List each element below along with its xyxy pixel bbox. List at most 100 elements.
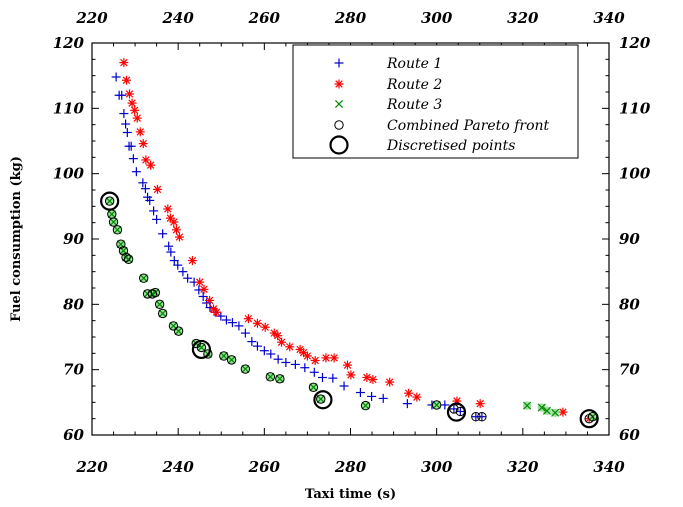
data-point [477, 412, 487, 422]
data-point [169, 256, 179, 266]
data-point [240, 328, 250, 338]
data-point [173, 260, 183, 270]
data-point [163, 204, 173, 214]
data-point [121, 119, 131, 129]
data-point [219, 351, 229, 361]
data-point [174, 232, 184, 242]
data-point [265, 372, 276, 382]
data-point [118, 246, 129, 256]
data-point [138, 139, 148, 149]
legend-marker [334, 120, 344, 130]
data-point [300, 363, 310, 373]
data-point [122, 128, 132, 138]
star-d2 [205, 296, 214, 305]
data-point [277, 337, 287, 347]
data-point [164, 241, 174, 251]
data-point [104, 196, 115, 206]
star-d2 [175, 233, 184, 241]
star-d2 [125, 90, 134, 98]
legend-label: Route 1 [386, 56, 442, 72]
star-d2 [164, 205, 172, 213]
data-point [477, 412, 487, 422]
y-tick-label-right: 110 [619, 99, 651, 117]
data-point [187, 256, 197, 266]
data-point [169, 217, 179, 227]
x-tick-label: 260 [248, 458, 281, 476]
data-point [285, 342, 295, 352]
y-tick-label-right: 90 [619, 230, 640, 248]
cross-d2 [151, 288, 160, 297]
star-d2 [200, 285, 208, 294]
data-point [446, 402, 467, 422]
data-point [226, 355, 237, 365]
large-ring [100, 191, 120, 211]
y-tick-label-right: 60 [619, 426, 640, 444]
data-point [542, 406, 551, 415]
data-point [139, 274, 148, 283]
data-point [152, 214, 162, 224]
cross-d2 [113, 225, 122, 234]
circle-ring [275, 374, 285, 384]
data-point [316, 394, 326, 404]
data-point [523, 401, 532, 410]
circle-ring [360, 400, 371, 411]
data-point [266, 349, 276, 359]
star-d2 [130, 106, 139, 115]
data-point [346, 370, 356, 380]
star-d2 [146, 161, 155, 169]
circle-ring [240, 364, 251, 374]
star-d2 [303, 352, 312, 360]
x-tick-label: 220 [75, 458, 108, 476]
data-point [126, 141, 136, 151]
star-d2 [277, 338, 286, 346]
data-point [166, 247, 176, 257]
circle-ring [471, 412, 481, 422]
star-d2 [335, 80, 343, 88]
data-point [205, 295, 215, 305]
data-point [139, 273, 149, 283]
cross-d2 [542, 406, 551, 415]
data-point [404, 388, 414, 398]
legend-marker [334, 58, 344, 68]
star-d2 [347, 371, 355, 379]
circle-ring [431, 400, 442, 410]
data-point [119, 109, 129, 119]
cross-d2 [107, 210, 116, 219]
legend-box [292, 44, 579, 159]
data-point [212, 307, 222, 317]
legend-entry: Discretised points [329, 135, 515, 155]
data-point [157, 308, 168, 319]
data-point [367, 391, 377, 401]
cross-d2 [158, 309, 167, 318]
data-point [135, 127, 145, 137]
data-point [432, 400, 441, 409]
x-tick-label-top: 300 [421, 9, 453, 27]
data-point [124, 89, 134, 99]
circle-ring [150, 287, 161, 298]
data-point [117, 90, 127, 100]
data-point [260, 322, 270, 332]
star-d2 [170, 218, 178, 226]
cross-d2 [537, 403, 546, 412]
x-tick-label: 320 [507, 458, 539, 476]
data-point [195, 277, 205, 287]
star-d2 [188, 256, 197, 265]
data-point [355, 388, 365, 398]
data-point [128, 154, 138, 164]
y-tick-labels-left: 60 70 80 90 100 110 120 [53, 34, 85, 444]
data-point [149, 206, 159, 216]
data-point [329, 353, 339, 363]
x-tick-label-top: 340 [593, 9, 625, 27]
large-ring [191, 339, 212, 360]
star-d2 [385, 378, 394, 386]
circle-ring [121, 252, 131, 262]
data-point [168, 321, 179, 331]
data-point [252, 341, 262, 351]
cross-d2 [551, 408, 560, 417]
star-d2 [120, 58, 128, 67]
x-axis-label: Taxi time (s) [305, 487, 396, 502]
cross-d2 [361, 401, 370, 410]
data-point [171, 225, 181, 235]
y-tick-label-right: 120 [619, 34, 651, 52]
cross-d2 [155, 300, 164, 309]
